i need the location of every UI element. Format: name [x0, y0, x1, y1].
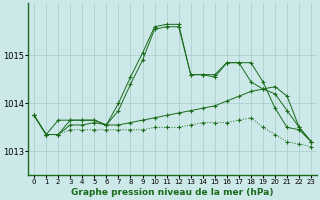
- X-axis label: Graphe pression niveau de la mer (hPa): Graphe pression niveau de la mer (hPa): [71, 188, 274, 197]
